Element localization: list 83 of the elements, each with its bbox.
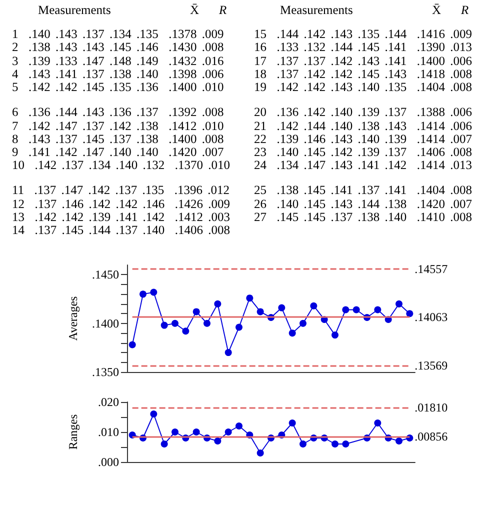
y-tick-label: .000 <box>98 455 119 469</box>
y-axis-title: Averages <box>66 296 80 341</box>
point <box>160 322 168 329</box>
text: 1 .140 .143 .137 .134 .135 .1378 .009 <box>12 27 224 41</box>
text: 5 .142 .142 .145 .135 .136 .1400 .010 <box>12 80 224 94</box>
point <box>192 428 200 436</box>
text: 20 .136 .142 .140 .139 .137 .1388 .006 <box>254 105 472 120</box>
text: 4 .143 .141 .137 .138 .140 .1398 .006 <box>12 66 224 81</box>
text: X̄ <box>190 3 200 17</box>
text: 21 .142 .144 .140 .138 .143 .1414 .006 <box>254 118 472 132</box>
text: 24 .134 .147 .143 .141 .142 .1414 .013 <box>254 158 472 172</box>
point <box>214 300 222 308</box>
text: 15 .144 .142 .143 .135 .144 .1416 .009 <box>254 27 472 41</box>
ref-line-label: .13569 <box>414 358 448 372</box>
text: 10 .142 .137 .134 .140 .132 .1370 .010 <box>12 158 230 172</box>
ref-line-label: .00856 <box>414 429 448 444</box>
text: 12 .137 .146 .142 .142 .146 .1426 .009 <box>12 196 230 211</box>
text: Measurements <box>38 3 111 17</box>
point <box>128 341 136 348</box>
text: 9 .141 .142 .147 .140 .140 .1420 .007 <box>12 145 224 160</box>
point <box>310 302 318 310</box>
y-axis-title: Ranges <box>66 414 80 450</box>
ref-line-label: .14063 <box>414 310 448 324</box>
point <box>256 450 264 456</box>
text: 16 .133 .132 .144 .145 .141 .1390 .013 <box>254 40 472 54</box>
point <box>160 440 168 448</box>
y-tick-label: .1450 <box>92 268 119 282</box>
text: 2 .138 .143 .143 .145 .146 .1430 .008 <box>12 40 224 54</box>
text: R <box>219 3 227 17</box>
text: 19 .142 .142 .143 .140 .135 .1404 .008 <box>254 80 472 94</box>
text: 6 .136 .144 .143 .136 .137 .1392 .008 <box>12 105 224 120</box>
y-tick-label: .020 <box>98 395 119 409</box>
point <box>396 438 402 444</box>
text: 13 .142 .142 .139 .141 .142 .1412 .003 <box>12 210 230 224</box>
text: 8 .143 .137 .145 .137 .138 .1400 .008 <box>12 132 224 146</box>
point <box>406 310 414 318</box>
point <box>140 290 146 298</box>
text: 7 .142 .147 .137 .142 .138 .1412 .010 <box>12 118 224 132</box>
point <box>246 294 254 302</box>
text: 22 .139 .146 .143 .140 .139 .1414 .007 <box>254 132 472 146</box>
point <box>150 410 158 418</box>
text: 23 .140 .145 .142 .139 .137 .1406 .008 <box>254 145 472 160</box>
point <box>192 308 200 316</box>
point <box>236 422 242 430</box>
text: X̄ <box>432 3 442 17</box>
point <box>224 349 232 356</box>
point <box>342 306 350 314</box>
point <box>332 332 338 339</box>
point <box>396 300 402 308</box>
point <box>374 306 382 314</box>
point <box>300 320 306 327</box>
text: 25 .138 .145 .141 .137 .141 .1404 .008 <box>254 183 472 198</box>
point <box>342 440 350 448</box>
text: 11 .137 .147 .142 .137 .135 .1396 .012 <box>12 183 230 198</box>
text: 27 .145 .145 .137 .138 .140 .1410 .008 <box>254 210 472 224</box>
point <box>172 428 178 436</box>
point <box>214 438 222 444</box>
y-tick-label: .1350 <box>92 365 119 379</box>
point <box>300 440 306 448</box>
point <box>224 428 232 436</box>
text: R <box>461 3 469 17</box>
text: 26 .140 .145 .143 .144 .138 .1420 .007 <box>254 196 472 211</box>
point <box>172 320 178 327</box>
y-tick-label: .1400 <box>92 316 119 330</box>
text: 18 .137 .142 .142 .145 .143 .1418 .008 <box>254 66 472 81</box>
point <box>182 328 190 335</box>
y-tick-label: .010 <box>98 425 119 439</box>
point <box>332 440 338 448</box>
point <box>288 330 296 337</box>
point <box>288 420 296 426</box>
point <box>204 320 210 327</box>
point <box>278 304 286 312</box>
point <box>150 288 158 296</box>
text: 14 .137 .145 .144 .137 .140 .1406 .008 <box>12 223 230 238</box>
text: 3 .139 .133 .147 .148 .149 .1432 .016 <box>12 54 224 68</box>
text: Measurements <box>280 3 353 17</box>
text: 17 .137 .137 .142 .143 .141 .1400 .006 <box>254 54 472 68</box>
point <box>256 308 264 316</box>
point <box>236 324 242 331</box>
ref-line-label: .14557 <box>414 262 448 276</box>
ref-line-label: .01810 <box>414 400 448 415</box>
point <box>352 306 360 314</box>
point <box>374 420 382 426</box>
